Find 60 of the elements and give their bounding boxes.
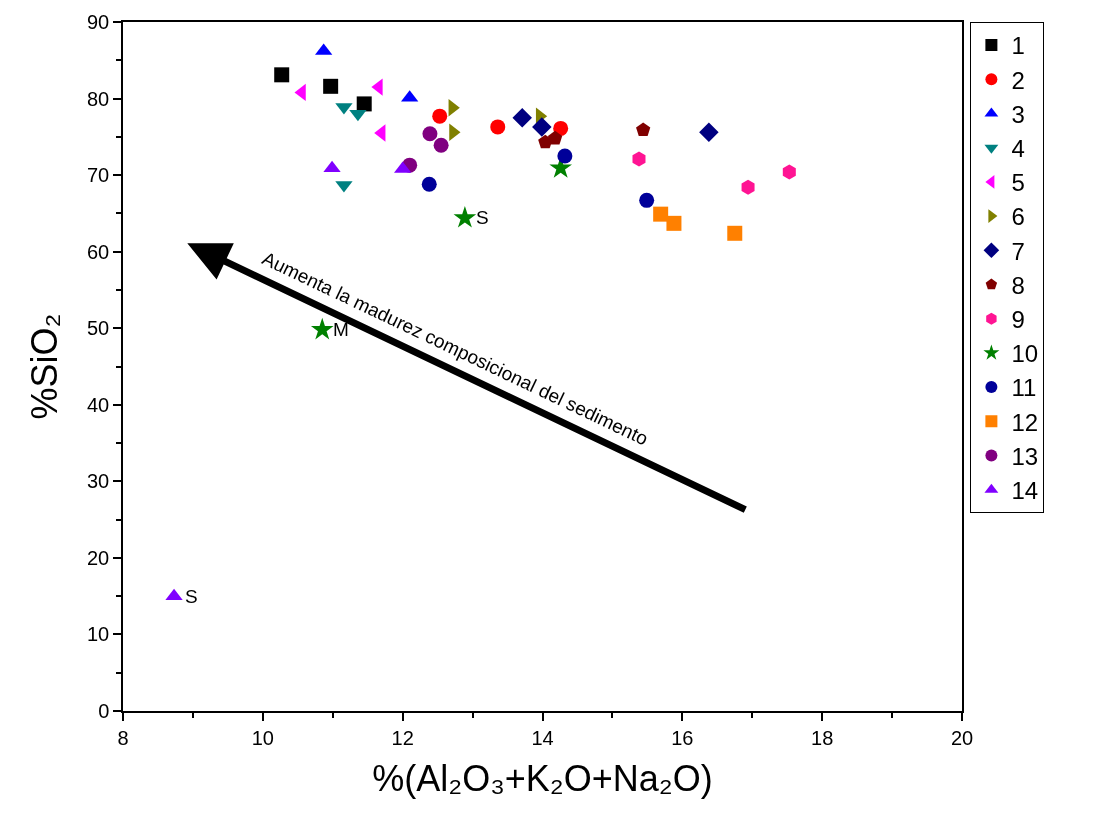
point xyxy=(741,179,755,195)
legend-label: 11 xyxy=(1011,374,1037,402)
point xyxy=(782,164,796,180)
y-tick-label: 20 xyxy=(87,546,110,569)
point xyxy=(532,117,552,137)
legend-label: 1 xyxy=(1011,32,1025,60)
point xyxy=(310,317,334,340)
legend-label: 2 xyxy=(1011,66,1025,94)
legend-label: 7 xyxy=(1011,237,1025,265)
y-tick-label: 90 xyxy=(87,11,110,33)
point xyxy=(453,206,477,228)
point xyxy=(553,120,569,136)
point xyxy=(639,192,655,208)
annotation: M xyxy=(333,319,349,340)
x-tick-label: 20 xyxy=(950,726,974,749)
point xyxy=(666,215,682,231)
legend-label: 5 xyxy=(1011,169,1025,197)
x-tick-label: 14 xyxy=(531,726,554,749)
y-tick-label: 10 xyxy=(87,623,110,646)
y-tick-label: 60 xyxy=(87,240,110,263)
legend-label: 10 xyxy=(1011,340,1039,368)
point xyxy=(557,148,573,164)
x-tick-label: 8 xyxy=(117,726,129,749)
annotation: S xyxy=(476,207,489,228)
point xyxy=(727,225,743,241)
legend-label: 13 xyxy=(1011,442,1039,470)
y-tick-label: 40 xyxy=(87,393,110,416)
point xyxy=(632,151,646,167)
point xyxy=(274,67,290,83)
x-axis-title: %(Al₂O₃+K₂O+Na₂O) xyxy=(372,757,713,799)
y-tick-label: 0 xyxy=(98,700,110,722)
point xyxy=(421,176,437,192)
annotation: S xyxy=(185,586,198,607)
point xyxy=(699,122,719,142)
legend-label: 14 xyxy=(1011,477,1039,505)
x-tick-label: 18 xyxy=(811,726,834,749)
y-axis-title: %SiO₂ xyxy=(24,313,66,420)
x-tick-label: 12 xyxy=(391,726,414,749)
y-tick-label: 50 xyxy=(87,317,110,340)
legend-label: 4 xyxy=(1011,135,1025,163)
point xyxy=(323,78,339,94)
point xyxy=(432,108,448,124)
point xyxy=(422,126,438,142)
point xyxy=(512,107,532,128)
x-tick-label: 16 xyxy=(671,726,694,749)
point xyxy=(356,96,372,112)
legend-label: 6 xyxy=(1011,203,1025,231)
y-tick-label: 30 xyxy=(87,470,110,493)
point xyxy=(653,206,669,222)
legend-label: 12 xyxy=(1011,408,1039,436)
point xyxy=(490,119,506,135)
point xyxy=(547,130,563,145)
legend-label: 9 xyxy=(1011,306,1025,334)
y-tick-label: 80 xyxy=(87,87,110,110)
point xyxy=(636,122,651,137)
legend-label: 3 xyxy=(1011,100,1025,128)
legend-label: 8 xyxy=(1011,271,1025,299)
point xyxy=(433,137,449,153)
x-tick-label: 10 xyxy=(251,726,274,749)
y-tick-label: 70 xyxy=(87,164,110,187)
